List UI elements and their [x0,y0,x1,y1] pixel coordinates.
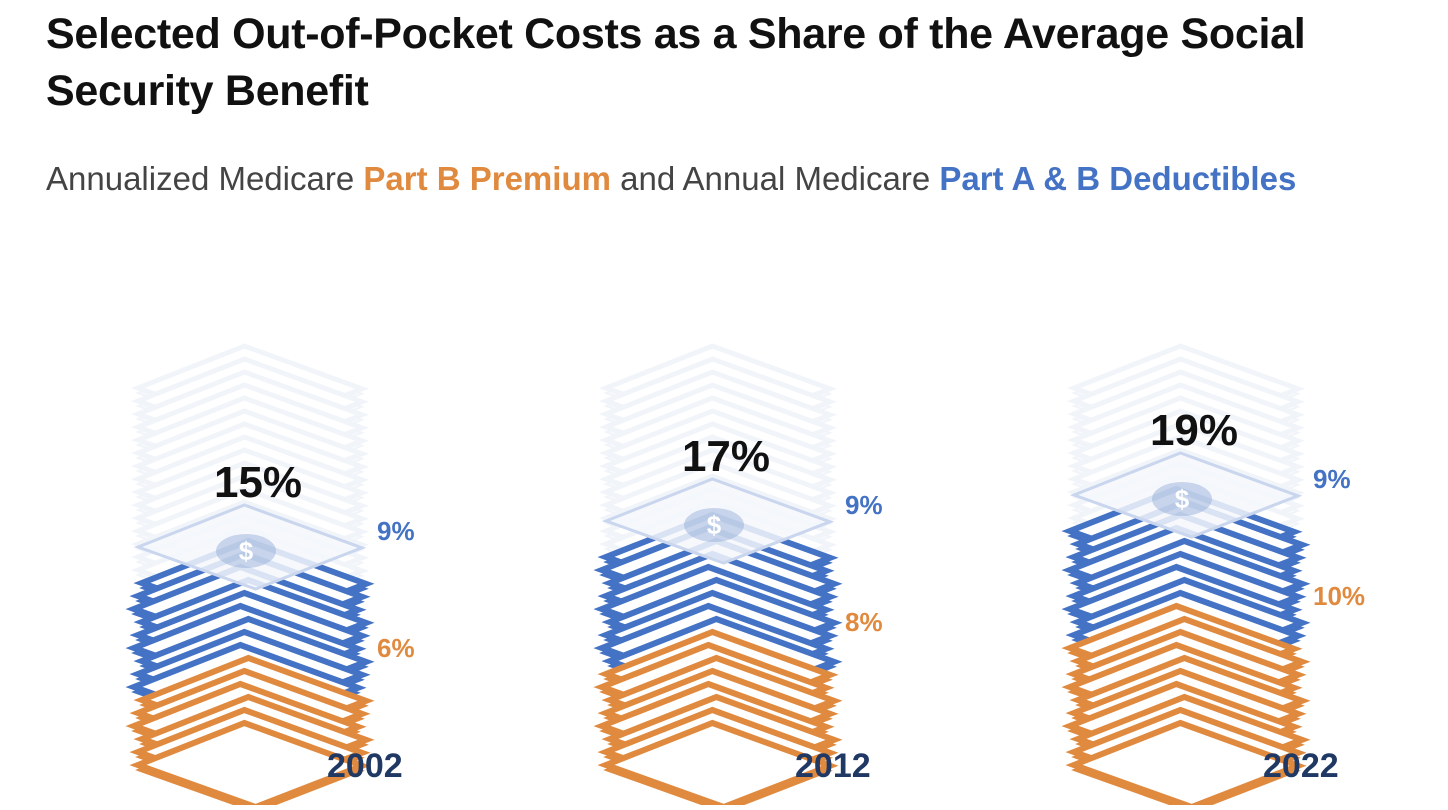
dollar-coin-icon-symbol: $ [707,510,722,540]
total-label-2012: 17% [682,432,770,481]
dollar-coin-icon-symbol: $ [1175,484,1190,514]
total-label-2002: 15% [214,458,302,507]
stack-2022: $ [1061,343,1311,805]
total-label-2022: 19% [1150,406,1238,455]
premium-label-2022: 10% [1313,581,1365,611]
chart-subtitle: Annualized Medicare Part B Premium and A… [46,158,1296,200]
premium-note [129,719,371,805]
subtitle-text-2: and Annual Medicare [610,160,940,197]
stack-2012: $ [593,343,843,805]
stack-2002: $ [125,343,375,805]
legend-part-a-b-deductibles: Part A & B Deductibles [939,160,1297,197]
deductibles-label-2012: 9% [845,490,883,520]
top-note-2022: $ [1069,451,1303,539]
premium-label-2012: 8% [845,607,883,637]
chart-title: Selected Out-of-Pocket Costs as a Share … [46,10,1306,115]
top-note [601,477,835,565]
ghost-notes-2012 [598,343,838,593]
premium-segment-2022 [1061,602,1311,805]
legend-part-b-premium: Part B Premium [363,160,611,197]
premium-label-2002: 6% [377,633,415,663]
premium-note [597,719,839,805]
top-note [133,503,367,591]
dollar-coin-icon-symbol: $ [239,536,254,566]
premium-note [1065,719,1307,805]
top-note-2012: $ [601,477,835,565]
top-note [1069,451,1303,539]
dollar-coin-icon [1152,482,1212,516]
deductibles-label-2022: 9% [1313,464,1351,494]
premium-segment-2012 [593,628,843,805]
premium-segment-2002 [125,654,375,805]
dollar-coin-icon [684,508,744,542]
year-label-2002: 2002 [327,747,403,785]
year-label-2022: 2022 [1263,747,1339,785]
top-note-2002: $ [133,503,367,591]
year-label-2012: 2012 [795,747,871,785]
subtitle-text-1: Annualized Medicare [46,160,364,197]
dollar-coin-icon [216,534,276,568]
deductibles-label-2002: 9% [377,516,415,546]
money-stack-chart: $15% 9% 6% 2002 $17% 9% 8% 2012 $19% 9% 10% 2022 [125,343,1365,805]
